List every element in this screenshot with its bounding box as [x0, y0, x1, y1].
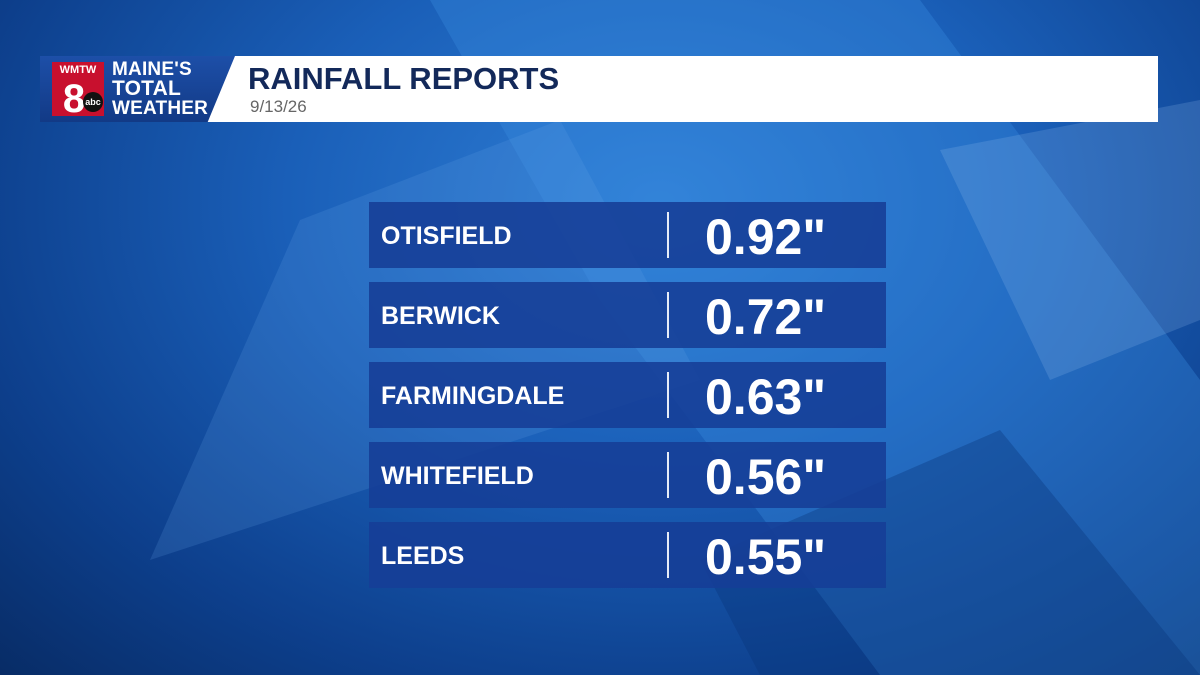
logo-text: MAINE'S: [112, 59, 192, 80]
rainfall-amount: 0.63": [705, 369, 827, 425]
rainfall-amount: 0.92": [705, 209, 827, 265]
logo-network: abc: [85, 97, 101, 107]
header-bar: [205, 56, 1158, 122]
location: WHITEFIELD: [381, 462, 534, 490]
location: LEEDS: [381, 542, 465, 570]
logo-channel: 8: [63, 77, 85, 116]
location: OTISFIELD: [381, 222, 512, 250]
rainfall-amount: 0.55": [705, 529, 827, 585]
logo-text: WEATHER: [112, 98, 209, 119]
divider: [667, 532, 669, 578]
date: 9/13/26: [250, 97, 307, 116]
station-logo: WMTW 8 abc MAINE'S TOTAL WEATHER: [40, 56, 235, 122]
divider: [667, 292, 669, 338]
report-row: OTISFIELD 0.92": [369, 202, 886, 268]
location: FARMINGDALE: [381, 382, 565, 410]
divider: [667, 452, 669, 498]
rainfall-amount: 0.72": [705, 289, 827, 345]
divider: [667, 212, 669, 258]
report-row: BERWICK 0.72": [369, 282, 886, 348]
report-row: LEEDS 0.55": [369, 522, 886, 588]
rainfall-amount: 0.56": [705, 449, 827, 505]
location: BERWICK: [381, 302, 500, 330]
title: RAINFALL REPORTS: [248, 61, 560, 96]
report-row: FARMINGDALE 0.63": [369, 362, 886, 428]
logo-text: TOTAL: [112, 77, 182, 100]
report-row: WHITEFIELD 0.56": [369, 442, 886, 508]
logo-call-letters: WMTW: [60, 64, 97, 76]
divider: [667, 372, 669, 418]
logo-badge: WMTW 8 abc: [52, 62, 104, 116]
